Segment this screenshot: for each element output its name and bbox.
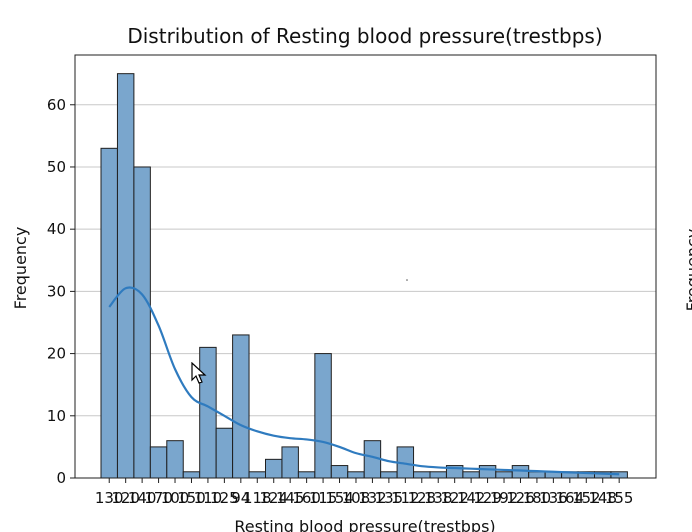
right-panel-ylabel: Frequency: [683, 229, 692, 312]
x-tick-label: 152: [572, 489, 601, 507]
x-tick-label: 150: [177, 489, 206, 507]
x-tick-label: 142: [457, 489, 486, 507]
plot-frame: [74, 54, 657, 479]
x-tick-label: 170: [144, 489, 173, 507]
x-tick-label: 155: [605, 489, 634, 507]
x-tick-label: 125: [210, 489, 239, 507]
bar: [495, 471, 513, 479]
bar: [297, 471, 316, 479]
bar: [149, 446, 168, 479]
x-tick-label: 154: [325, 489, 354, 507]
x-tick-label: 145: [276, 489, 305, 507]
bar: [413, 471, 431, 479]
x-tick-label: 130: [95, 489, 124, 507]
x-tick-label: 136: [539, 489, 568, 507]
bar: [215, 427, 234, 479]
bar: [528, 471, 546, 479]
x-tick-label: 138: [424, 489, 453, 507]
y-tick-label: 40: [47, 220, 66, 238]
x-tick-label: 140: [128, 489, 157, 507]
bar: [116, 73, 135, 479]
kde-curve: [108, 286, 620, 476]
bar: [100, 147, 118, 479]
x-tick-label: 108: [342, 489, 371, 507]
bar: [478, 465, 497, 479]
x-tick-label: 122: [440, 489, 469, 507]
y-tick-label: 50: [47, 158, 66, 176]
x-tick-label: 100: [161, 489, 190, 507]
x-tick-label: 94: [231, 489, 250, 507]
bar: [380, 471, 398, 479]
x-tick-label: 118: [243, 489, 272, 507]
y-tick-label: 0: [56, 469, 66, 487]
y-tick-label: 60: [47, 96, 66, 114]
bar: [166, 440, 184, 479]
bar: [232, 334, 250, 479]
bar: [347, 471, 365, 479]
x-tick-label: 115: [309, 489, 338, 507]
y-axis-ticks: 0 10 20 30 40 50 60: [47, 96, 75, 487]
x-tick-label: 164: [556, 489, 585, 507]
x-tick-label: 135: [375, 489, 404, 507]
bar: [314, 353, 332, 479]
x-tick-label: 192: [490, 489, 519, 507]
y-tick-label: 30: [47, 282, 66, 300]
x-tick-label: 128: [407, 489, 436, 507]
y-axis-label: Frequency: [11, 227, 30, 310]
x-tick-label: 148: [588, 489, 617, 507]
x-tick-label: 180: [523, 489, 552, 507]
bars: [100, 73, 628, 479]
bar: [182, 471, 201, 479]
x-tick-label: 112: [391, 489, 420, 507]
bar: [330, 465, 349, 479]
x-tick-label: 129: [473, 489, 502, 507]
bar: [429, 471, 447, 479]
x-axis-ticks: 1301201401701001501101259411812414516011…: [95, 478, 634, 507]
y-tick-label: 20: [47, 345, 66, 363]
stray-dot: [406, 279, 408, 281]
bar: [265, 458, 283, 479]
y-tick-label: 10: [47, 407, 66, 425]
bar: [281, 446, 299, 479]
grid-lines: [75, 104, 656, 417]
x-tick-label: 110: [194, 489, 223, 507]
x-tick-label: 120: [111, 489, 140, 507]
bar: [248, 471, 267, 479]
x-tick-label: 124: [259, 489, 288, 507]
mouse-pointer-icon: [191, 362, 207, 384]
chart-title: Distribution of Resting blood pressure(t…: [127, 24, 602, 48]
bar: [462, 471, 480, 479]
x-tick-label: 126: [506, 489, 535, 507]
x-axis-label: Resting blood pressure(trestbps): [234, 517, 495, 532]
x-tick-label: 132: [358, 489, 387, 507]
x-tick-label: 160: [292, 489, 321, 507]
bar: [133, 166, 151, 479]
